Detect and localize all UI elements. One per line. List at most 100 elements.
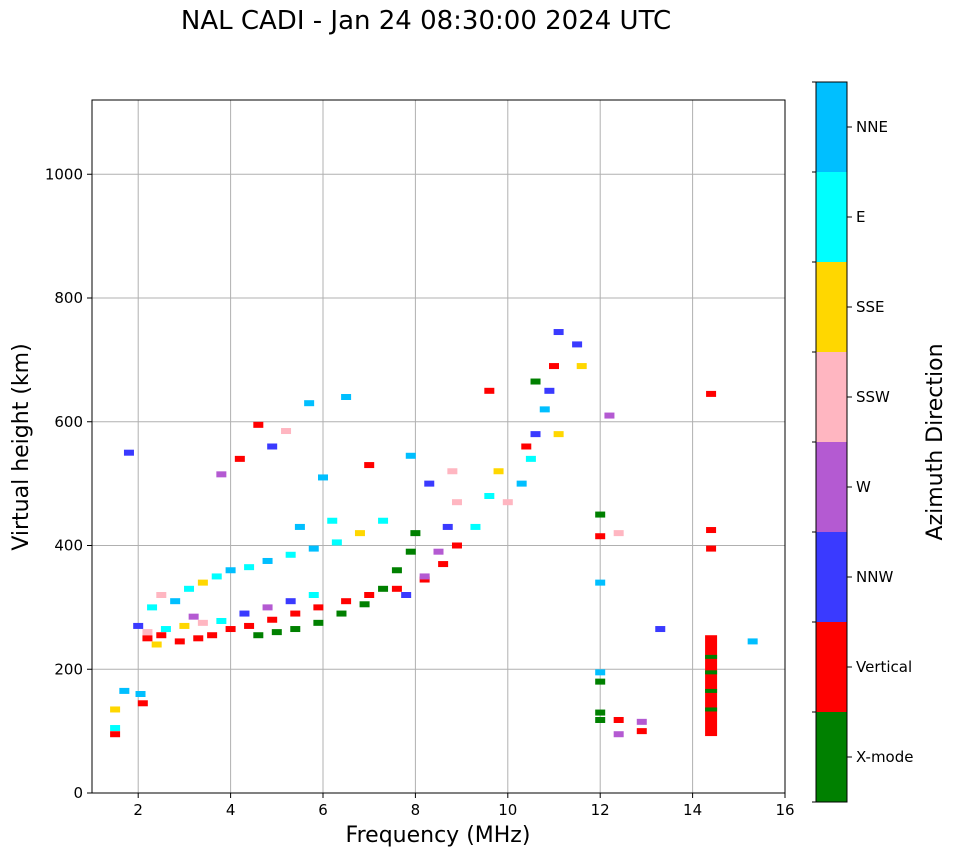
echo-point: [211, 573, 222, 580]
echo-point: [151, 641, 162, 648]
echo-point: [530, 431, 541, 438]
echo-point: [188, 613, 199, 620]
echo-point: [290, 610, 301, 617]
echo-point: [336, 610, 347, 617]
colorbar-tick-label: NNE: [856, 118, 888, 136]
echo-point: [267, 443, 278, 450]
x-tick-label: 2: [133, 801, 143, 819]
echo-point: [447, 468, 458, 475]
echo-point: [119, 687, 130, 694]
y-tick-label: 0: [73, 784, 83, 802]
echo-point: [147, 604, 158, 611]
echo-point: [595, 533, 606, 540]
echo-point: [613, 731, 624, 738]
echo-point: [544, 387, 555, 394]
colorbar-label: Azimuth Direction: [923, 343, 948, 540]
echo-column-mark: [705, 670, 718, 675]
echo-point: [364, 592, 375, 598]
echo-point: [706, 390, 717, 397]
echo-point: [271, 629, 282, 636]
chart-title: NAL CADI - Jan 24 08:30:00 2024 UTC: [180, 6, 672, 36]
colorbar-tick-label: Vertical: [856, 658, 912, 676]
echo-point: [179, 622, 190, 629]
echo-point: [156, 592, 167, 598]
echo-point: [359, 601, 370, 608]
echo-column: [705, 635, 718, 737]
echo-point: [308, 545, 319, 552]
echo-point: [142, 629, 153, 636]
echo-point: [595, 669, 606, 676]
colorbar-tick-label: SSE: [856, 298, 885, 316]
echo-point: [156, 632, 167, 639]
echo-point: [110, 731, 121, 738]
colorbar-tick-label: SSW: [856, 388, 890, 406]
echo-point: [234, 455, 245, 462]
echo-point: [327, 517, 338, 524]
echo-point: [225, 626, 236, 633]
y-tick-label: 400: [54, 537, 83, 555]
echo-point: [655, 626, 666, 633]
echo-point: [636, 728, 647, 735]
x-tick-label: 10: [498, 801, 517, 819]
echo-point: [174, 638, 185, 645]
echo-point: [530, 378, 541, 385]
echo-point: [401, 592, 412, 598]
x-tick-label: 6: [318, 801, 328, 819]
echo-point: [225, 567, 236, 574]
echo-point: [595, 678, 606, 685]
colorbar-tick-label: X-mode: [856, 748, 913, 766]
echo-point: [378, 517, 389, 524]
x-axis-label: Frequency (MHz): [346, 823, 531, 848]
echo-point: [747, 638, 758, 645]
echo-point: [216, 617, 227, 624]
echo-point: [244, 564, 255, 571]
echo-point: [484, 493, 495, 499]
echo-point: [539, 406, 550, 413]
echo-point: [516, 480, 527, 487]
echo-point: [493, 468, 504, 475]
echo-point: [285, 551, 296, 558]
echo-point: [419, 576, 430, 583]
echo-point: [137, 700, 148, 707]
colorbar-segment: [816, 172, 847, 262]
y-axis-ticks: 0 200 400 600 800 1000: [45, 165, 92, 802]
echo-point: [572, 341, 583, 348]
x-axis-ticks: 2 4 6 8 10 12 14 16: [133, 793, 795, 819]
plot-frame: [91, 99, 786, 794]
echo-point: [160, 626, 171, 633]
echo-point: [285, 598, 296, 605]
echo-point: [706, 545, 717, 552]
colorbar-segment: [816, 622, 847, 712]
x-tick-label: 14: [683, 801, 702, 819]
echo-point: [262, 557, 273, 564]
echo-point: [484, 387, 495, 394]
echo-point: [470, 523, 481, 530]
echo-point: [193, 635, 204, 642]
x-tick-label: 12: [591, 801, 610, 819]
echo-point: [318, 474, 328, 481]
echo-point: [170, 598, 181, 605]
echo-point: [341, 394, 352, 400]
echo-point: [294, 523, 305, 530]
colorbar-segment: [816, 442, 847, 532]
echo-point: [502, 499, 513, 506]
echo-point: [354, 530, 365, 537]
echo-point: [197, 579, 208, 586]
echo-point: [451, 542, 462, 549]
echo-point: [424, 480, 435, 487]
colorbar-segment: [816, 532, 847, 622]
data-marks: [110, 329, 758, 738]
echo-point: [549, 363, 559, 370]
echo-point: [197, 619, 208, 626]
echo-point: [595, 579, 606, 586]
echo-point: [433, 548, 444, 555]
echo-point: [244, 622, 255, 629]
colorbar-tick-label: W: [856, 478, 871, 496]
colorbar: X-mode Vertical NNW W SSW SSE E NNE: [812, 81, 913, 803]
echo-point: [313, 619, 324, 626]
echo-point: [576, 363, 587, 370]
echo-column-mark: [705, 707, 718, 712]
y-tick-label: 800: [54, 289, 83, 307]
echo-point: [636, 718, 647, 725]
